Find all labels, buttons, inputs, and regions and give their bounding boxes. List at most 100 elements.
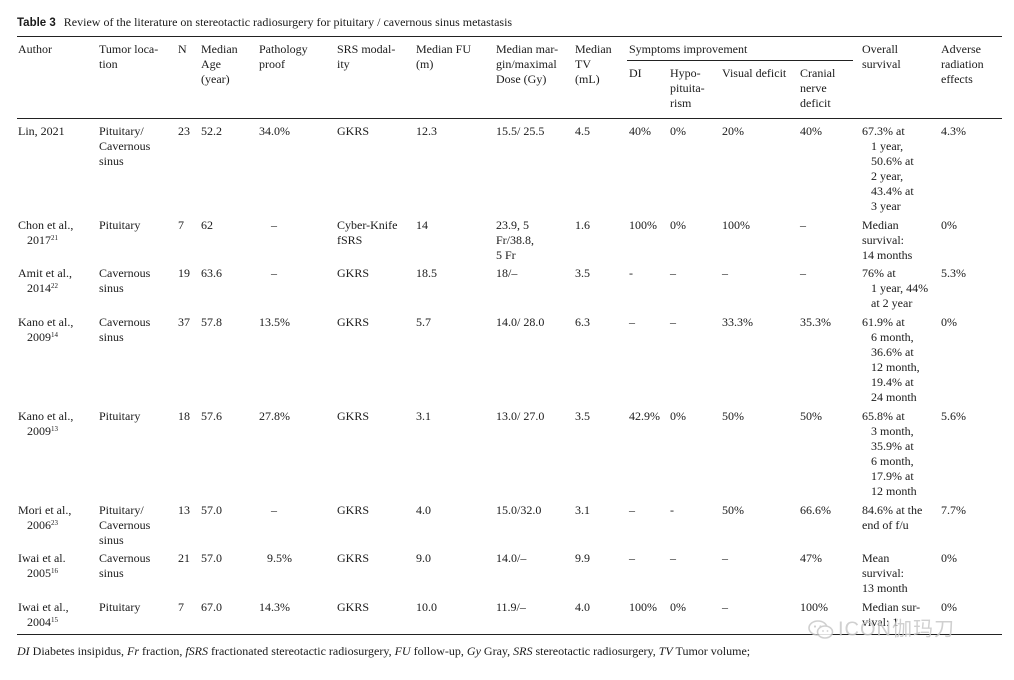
cell-fu: 9.0 bbox=[416, 551, 431, 565]
cell-hypo: – bbox=[670, 551, 676, 565]
cell-margin: 13.0/ 27.0 bbox=[496, 409, 545, 423]
cell-n: 21 bbox=[178, 551, 190, 565]
cell-visual: – bbox=[722, 551, 728, 565]
cell-cranial: 35.3% bbox=[800, 315, 831, 329]
cell-survival: end of f/u bbox=[862, 518, 909, 532]
cell-hypo: - bbox=[670, 503, 674, 517]
cell-author: Mori et al., bbox=[18, 503, 72, 517]
cell-hypo: 0% bbox=[670, 218, 686, 232]
cell-location: Cavernous bbox=[99, 551, 151, 565]
footnote-text: Tumor volume; bbox=[672, 644, 751, 658]
cell-age: 62 bbox=[201, 218, 213, 232]
cell-survival: survival: bbox=[862, 566, 904, 580]
cell-di: 100% bbox=[629, 600, 657, 614]
cell-hypo: 0% bbox=[670, 124, 686, 138]
cell-margin: 15.5/ 25.5 bbox=[496, 124, 545, 138]
reference-superscript: 23 bbox=[51, 519, 58, 527]
cell-survival: Median sur- bbox=[862, 600, 921, 614]
footnote-abbr: TV bbox=[658, 644, 673, 658]
cell-age: 57.8 bbox=[201, 315, 222, 329]
cell-margin: Fr/38.8, bbox=[496, 233, 535, 247]
cell-author: 200415 bbox=[27, 615, 58, 629]
header-srs: SRS modal- bbox=[337, 42, 396, 56]
cell-survival: Mean bbox=[862, 551, 890, 565]
cell-age: 52.2 bbox=[201, 124, 222, 138]
cell-cranial: – bbox=[800, 266, 806, 280]
cell-tv: 6.3 bbox=[575, 315, 590, 329]
cell-survival: 6 month, bbox=[871, 330, 914, 344]
cell-hypo: 0% bbox=[670, 409, 686, 423]
cell-adverse: 0% bbox=[941, 600, 957, 614]
cell-hypo: – bbox=[670, 315, 676, 329]
cell-di: – bbox=[629, 315, 635, 329]
cell-pathology: 14.3% bbox=[259, 600, 290, 614]
cell-srs: GKRS bbox=[337, 124, 370, 138]
cell-fu: 12.3 bbox=[416, 124, 437, 138]
header-age: (year) bbox=[201, 72, 230, 86]
cell-age: 57.6 bbox=[201, 409, 222, 423]
header-cranial: nerve bbox=[800, 81, 827, 95]
cell-adverse: 5.3% bbox=[941, 266, 966, 280]
cell-location: Pituitary bbox=[99, 409, 141, 423]
cell-location: Cavernous bbox=[99, 315, 151, 329]
cell-survival: 12 month, bbox=[871, 360, 920, 374]
cell-age: 57.0 bbox=[201, 503, 222, 517]
header-location: tion bbox=[99, 57, 118, 71]
footnote-text: follow-up, bbox=[410, 644, 467, 658]
header-hypo: pituita- bbox=[670, 81, 705, 95]
cell-tv: 3.5 bbox=[575, 409, 590, 423]
cell-location: Pituitary bbox=[99, 600, 141, 614]
header-cranial: deficit bbox=[800, 96, 831, 110]
cell-hypo: 0% bbox=[670, 600, 686, 614]
cell-hypo: – bbox=[670, 266, 676, 280]
header-margin: Dose (Gy) bbox=[496, 72, 547, 86]
footnote-abbr: SRS bbox=[513, 644, 533, 658]
cell-tv: 1.6 bbox=[575, 218, 590, 232]
cell-pathology: 9.5% bbox=[267, 551, 292, 565]
reference-superscript: 14 bbox=[51, 331, 58, 339]
cell-srs: GKRS bbox=[337, 409, 370, 423]
symptoms-subrule bbox=[627, 60, 853, 61]
cell-location: sinus bbox=[99, 330, 124, 344]
reference-superscript: 16 bbox=[51, 567, 58, 575]
cell-survival: 6 month, bbox=[871, 454, 914, 468]
cell-author: Iwai et al. bbox=[18, 551, 66, 565]
cell-location: Pituitary/ bbox=[99, 124, 144, 138]
cell-n: 7 bbox=[178, 218, 184, 232]
cell-location: Pituitary bbox=[99, 218, 141, 232]
cell-di: 40% bbox=[629, 124, 651, 138]
footnote-text: fractionated stereotactic radiosurgery, bbox=[207, 644, 395, 658]
cell-author: Amit et al., bbox=[18, 266, 72, 280]
cell-location: Cavernous bbox=[99, 139, 151, 153]
cell-pathology: 13.5% bbox=[259, 315, 290, 329]
header-adverse: effects bbox=[941, 72, 973, 86]
cell-n: 7 bbox=[178, 600, 184, 614]
cell-author: 200516 bbox=[27, 566, 58, 580]
cell-survival: 35.9% at bbox=[871, 439, 914, 453]
header-fu: Median FU bbox=[416, 42, 471, 56]
header-pathology: Pathology bbox=[259, 42, 308, 56]
cell-location: sinus bbox=[99, 281, 124, 295]
cell-visual: – bbox=[722, 266, 728, 280]
cell-survival: 50.6% at bbox=[871, 154, 914, 168]
cell-adverse: 0% bbox=[941, 551, 957, 565]
cell-margin: 5 Fr bbox=[496, 248, 516, 262]
footnote-text: Diabetes insipidus, bbox=[29, 644, 127, 658]
cell-visual: 100% bbox=[722, 218, 750, 232]
header-age: Age bbox=[201, 57, 221, 71]
footnote-abbr: DI bbox=[17, 644, 30, 658]
cell-survival: Median bbox=[862, 218, 899, 232]
cell-n: 13 bbox=[178, 503, 190, 517]
cell-tv: 3.5 bbox=[575, 266, 590, 280]
cell-n: 23 bbox=[178, 124, 190, 138]
cell-cranial: – bbox=[800, 218, 806, 232]
cell-adverse: 7.7% bbox=[941, 503, 966, 517]
header-cranial: Cranial bbox=[800, 66, 836, 80]
header-tv: (mL) bbox=[575, 72, 600, 86]
header-age: Median bbox=[201, 42, 238, 56]
header-symptoms: Symptoms improvement bbox=[629, 42, 748, 56]
cell-author: 200623 bbox=[27, 518, 58, 532]
cell-tv: 9.9 bbox=[575, 551, 590, 565]
header-location: Tumor loca- bbox=[99, 42, 159, 56]
cell-author: Iwai et al., bbox=[18, 600, 69, 614]
